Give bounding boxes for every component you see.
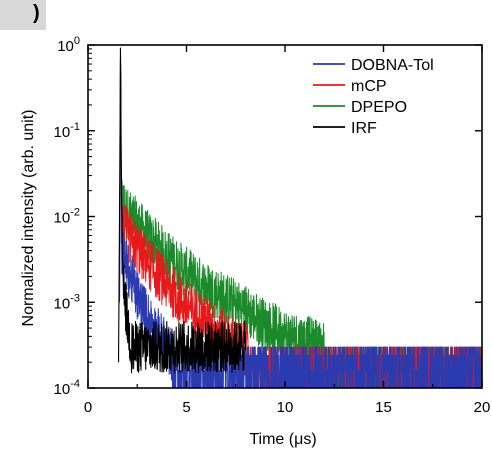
axes-layer: 0 5 10 15 20 100 10-1 10-2 10-3 10-4 <box>54 35 491 416</box>
x-tick-label: 10 <box>277 399 294 416</box>
series-line-irf <box>117 47 247 374</box>
y-tick-label: 10-1 <box>54 121 80 141</box>
legend-label-dobna-tol: DOBNA-Tol <box>351 57 434 74</box>
y-tick-label: 10-4 <box>54 378 80 398</box>
y-tick-label: 10-2 <box>54 207 80 227</box>
y-tick-label: 10-3 <box>54 292 80 312</box>
legend-label-irf: IRF <box>351 120 377 137</box>
x-tick-label: 15 <box>375 399 392 416</box>
legend-label-mcp: mCP <box>351 78 387 95</box>
panel-label: ) <box>33 2 40 24</box>
x-tick-label: 0 <box>84 399 92 416</box>
x-tick-label: 5 <box>182 399 190 416</box>
legend: DOBNA-Tol mCP DPEPO IRF <box>313 57 434 137</box>
x-axis-label: Time (μs) <box>249 431 316 448</box>
legend-label-dpepo: DPEPO <box>351 99 407 116</box>
x-tick-label: 20 <box>474 399 491 416</box>
panel-tab: ) <box>0 0 46 30</box>
y-tick-label: 100 <box>57 35 80 55</box>
y-axis-label: Normalized intensity (arb. unit) <box>20 110 37 327</box>
series-layer <box>117 47 483 389</box>
